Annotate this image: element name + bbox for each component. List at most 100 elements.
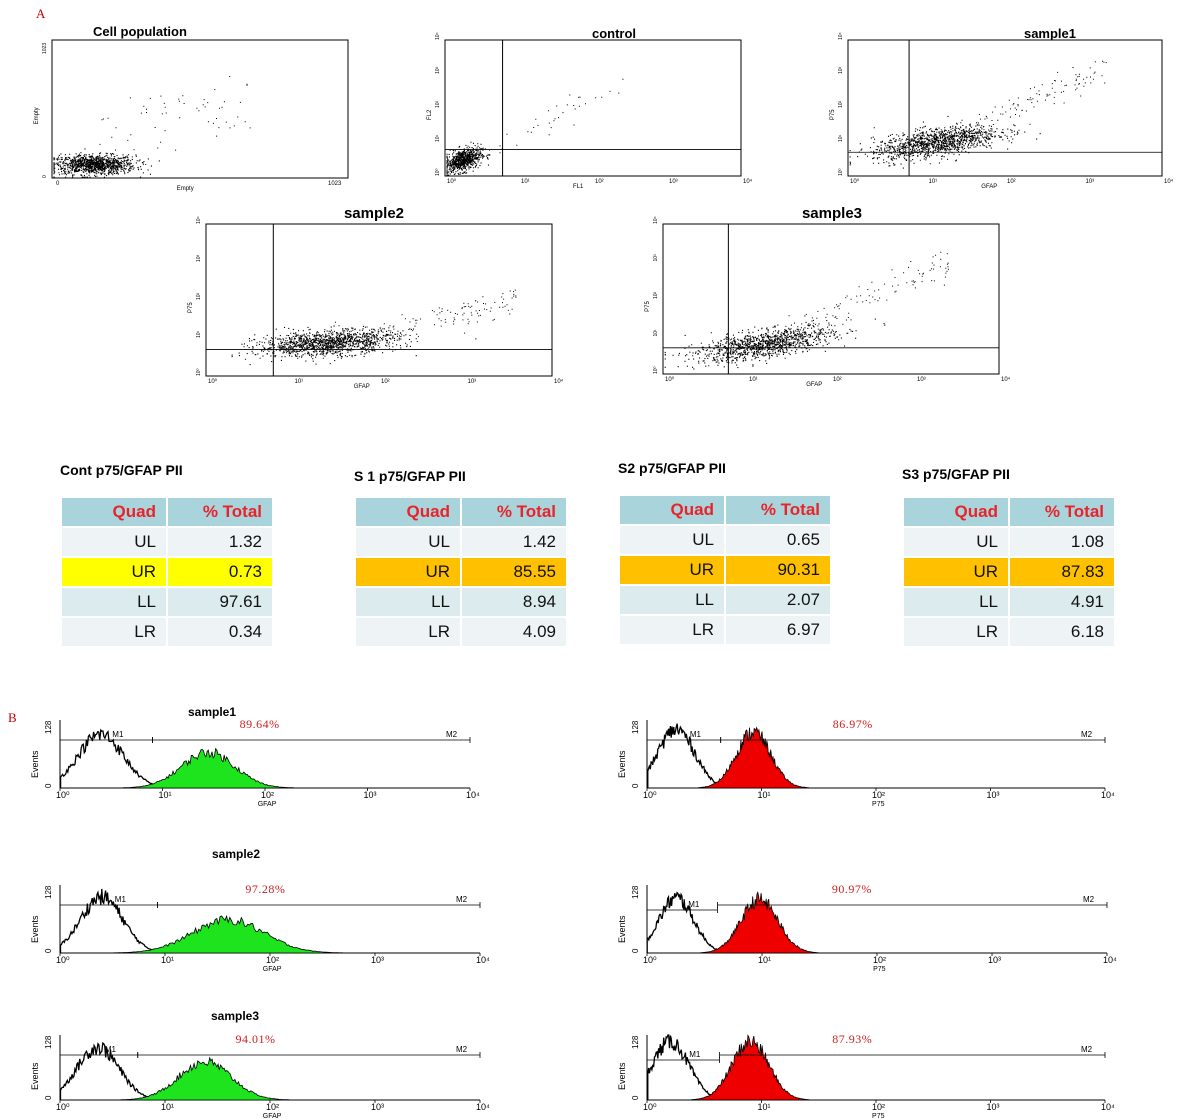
quad-cell-ur: UR bbox=[904, 558, 1008, 586]
marker-label: M1 bbox=[688, 900, 700, 909]
value-cell: 6.18 bbox=[1010, 618, 1114, 646]
marker-label: M2 bbox=[1083, 895, 1095, 904]
quad-cell: LL bbox=[356, 588, 460, 616]
scatter-plot: control FL1 FL2 10⁰ 10¹ 10² 10³ 10⁴ 10⁰ 10¹ 10² 10³… bbox=[427, 26, 753, 190]
plot-title: Cell population bbox=[93, 24, 187, 39]
quad-cell-ur: UR bbox=[356, 558, 460, 586]
x-tick-label: 10² bbox=[873, 955, 886, 965]
percent-label: 90.97% bbox=[832, 882, 872, 896]
histogram-fill-stained bbox=[700, 891, 819, 954]
x-tick-label: 10⁰ bbox=[850, 178, 860, 185]
marker-label: M1 bbox=[115, 895, 127, 904]
marker-label: M2 bbox=[446, 730, 458, 739]
value-cell: 2.07 bbox=[726, 586, 830, 614]
y-tick-label: 10³ bbox=[196, 254, 202, 262]
x-axis-label: Empty bbox=[177, 186, 194, 192]
panel-label-a: A bbox=[36, 6, 46, 21]
y-tick-label: 10² bbox=[838, 100, 844, 108]
x-tick-label: 10⁰ bbox=[643, 955, 657, 965]
x-axis-label: P75 bbox=[872, 801, 885, 808]
value-cell-ur: 87.83 bbox=[1010, 558, 1114, 586]
x-tick-label: 10² bbox=[872, 790, 885, 800]
y-tick-label: 0 bbox=[631, 948, 640, 953]
marker-label: M1 bbox=[105, 1045, 117, 1054]
scatter-points bbox=[53, 76, 251, 178]
y-axis-label: P75 bbox=[645, 301, 651, 312]
x-tick-label: 10² bbox=[595, 179, 604, 185]
y-tick-label: 0 bbox=[44, 783, 53, 788]
quad-cell: LR bbox=[356, 618, 460, 646]
table-caption: S3 p75/GFAP PII bbox=[902, 466, 1010, 482]
x-tick-label: 10² bbox=[261, 790, 274, 800]
x-tick-label: 10² bbox=[872, 1102, 885, 1112]
col-header-total: % Total bbox=[726, 496, 830, 524]
table-caption: Cont p75/GFAP PII bbox=[60, 462, 183, 478]
scatter-plot: Cell population Empty Empty 0 1023 0 1023 bbox=[34, 24, 349, 192]
x-axis-label: GFAP bbox=[806, 382, 822, 388]
marker-label: M2 bbox=[1081, 730, 1093, 739]
quad-cell: LL bbox=[620, 586, 724, 614]
quad-cell: LR bbox=[904, 618, 1008, 646]
y-tick-label: 128 bbox=[44, 720, 53, 734]
value-cell: 6.97 bbox=[726, 616, 830, 644]
value-cell: 0.65 bbox=[726, 526, 830, 554]
panel-label-b: B bbox=[8, 710, 17, 725]
scatter-points bbox=[446, 78, 624, 176]
x-tick-label: 10⁰ bbox=[447, 178, 457, 185]
quad-cell: UL bbox=[620, 526, 724, 554]
col-header-total: % Total bbox=[168, 498, 272, 526]
marker-label: M2 bbox=[1081, 1045, 1093, 1054]
plot-frame bbox=[444, 39, 742, 177]
x-tick-label: 10⁰ bbox=[56, 955, 70, 965]
histogram: 10⁰ 10¹ 10² 10³ 10⁴ 0 128 Events GFAP M1 M2 89.64% s… bbox=[30, 705, 480, 808]
quad-cell: UL bbox=[904, 528, 1008, 556]
scatter-points bbox=[231, 289, 517, 366]
x-tick-label: 10⁴ bbox=[1001, 376, 1011, 383]
y-axis-label: Events bbox=[617, 1062, 627, 1090]
x-axis-label: GFAP bbox=[258, 801, 277, 808]
quad-cell: LL bbox=[62, 588, 166, 616]
y-tick-label: 10² bbox=[653, 291, 659, 299]
plot-frame bbox=[662, 223, 1000, 375]
quad-table: Quad% Total UL 1.42 UR 85.55 LL 8.94 LR 4.09 bbox=[354, 496, 568, 648]
quad-table: Quad% Total UL 0.65 UR 90.31 LL 2.07 LR 6.97 bbox=[618, 494, 832, 646]
quad-cell-ur: UR bbox=[62, 558, 166, 586]
x-tick-label: 10² bbox=[1007, 179, 1016, 185]
x-tick-label: 10¹ bbox=[161, 1102, 174, 1112]
quad-cell: LL bbox=[904, 588, 1008, 616]
plot-frame bbox=[51, 39, 349, 179]
x-tick-label: 10⁰ bbox=[665, 376, 675, 383]
quad-table-control: Cont p75/GFAP PII Quad% Total UL 1.32 UR 0… bbox=[60, 462, 274, 648]
plot-title: sample1 bbox=[1024, 26, 1076, 41]
col-header-quad: Quad bbox=[904, 498, 1008, 526]
y-tick-label: 10⁰ bbox=[196, 368, 202, 376]
y-axis-label: FL2 bbox=[427, 109, 433, 120]
x-tick-label: 10¹ bbox=[758, 790, 771, 800]
y-axis-label: Events bbox=[617, 750, 627, 778]
col-header-total: % Total bbox=[462, 498, 566, 526]
y-tick-label: 0 bbox=[631, 1095, 640, 1100]
x-tick-label: 10² bbox=[266, 1102, 279, 1112]
x-axis-label: P75 bbox=[873, 966, 886, 973]
x-tick-label: 10⁴ bbox=[466, 790, 480, 800]
quad-cell: UL bbox=[62, 528, 166, 556]
marker-label: M1 bbox=[689, 1050, 701, 1059]
y-axis-label: P75 bbox=[830, 109, 836, 120]
value-cell-ur: 0.73 bbox=[168, 558, 272, 586]
x-tick-label: 10¹ bbox=[295, 379, 304, 385]
y-tick-label: 0 bbox=[631, 783, 640, 788]
y-axis-label: Events bbox=[30, 1062, 40, 1090]
quad-cell-ur: UR bbox=[620, 556, 724, 584]
y-tick-label: 10⁰ bbox=[653, 366, 659, 374]
x-tick-label: 10¹ bbox=[521, 179, 530, 185]
x-tick-label: 10² bbox=[381, 379, 390, 385]
quad-table-sample1: S 1 p75/GFAP PII Quad% Total UL 1.42 UR 85… bbox=[354, 468, 568, 648]
marker-label: M1 bbox=[112, 730, 124, 739]
x-tick-label: 10⁴ bbox=[1101, 790, 1115, 800]
x-axis-label: GFAP bbox=[263, 966, 282, 973]
x-tick-label: 10⁰ bbox=[643, 1102, 657, 1112]
x-tick-label: 10³ bbox=[468, 379, 477, 385]
y-axis-label: Events bbox=[30, 750, 40, 778]
x-tick-label: 10³ bbox=[987, 1102, 1000, 1112]
value-cell: 4.09 bbox=[462, 618, 566, 646]
